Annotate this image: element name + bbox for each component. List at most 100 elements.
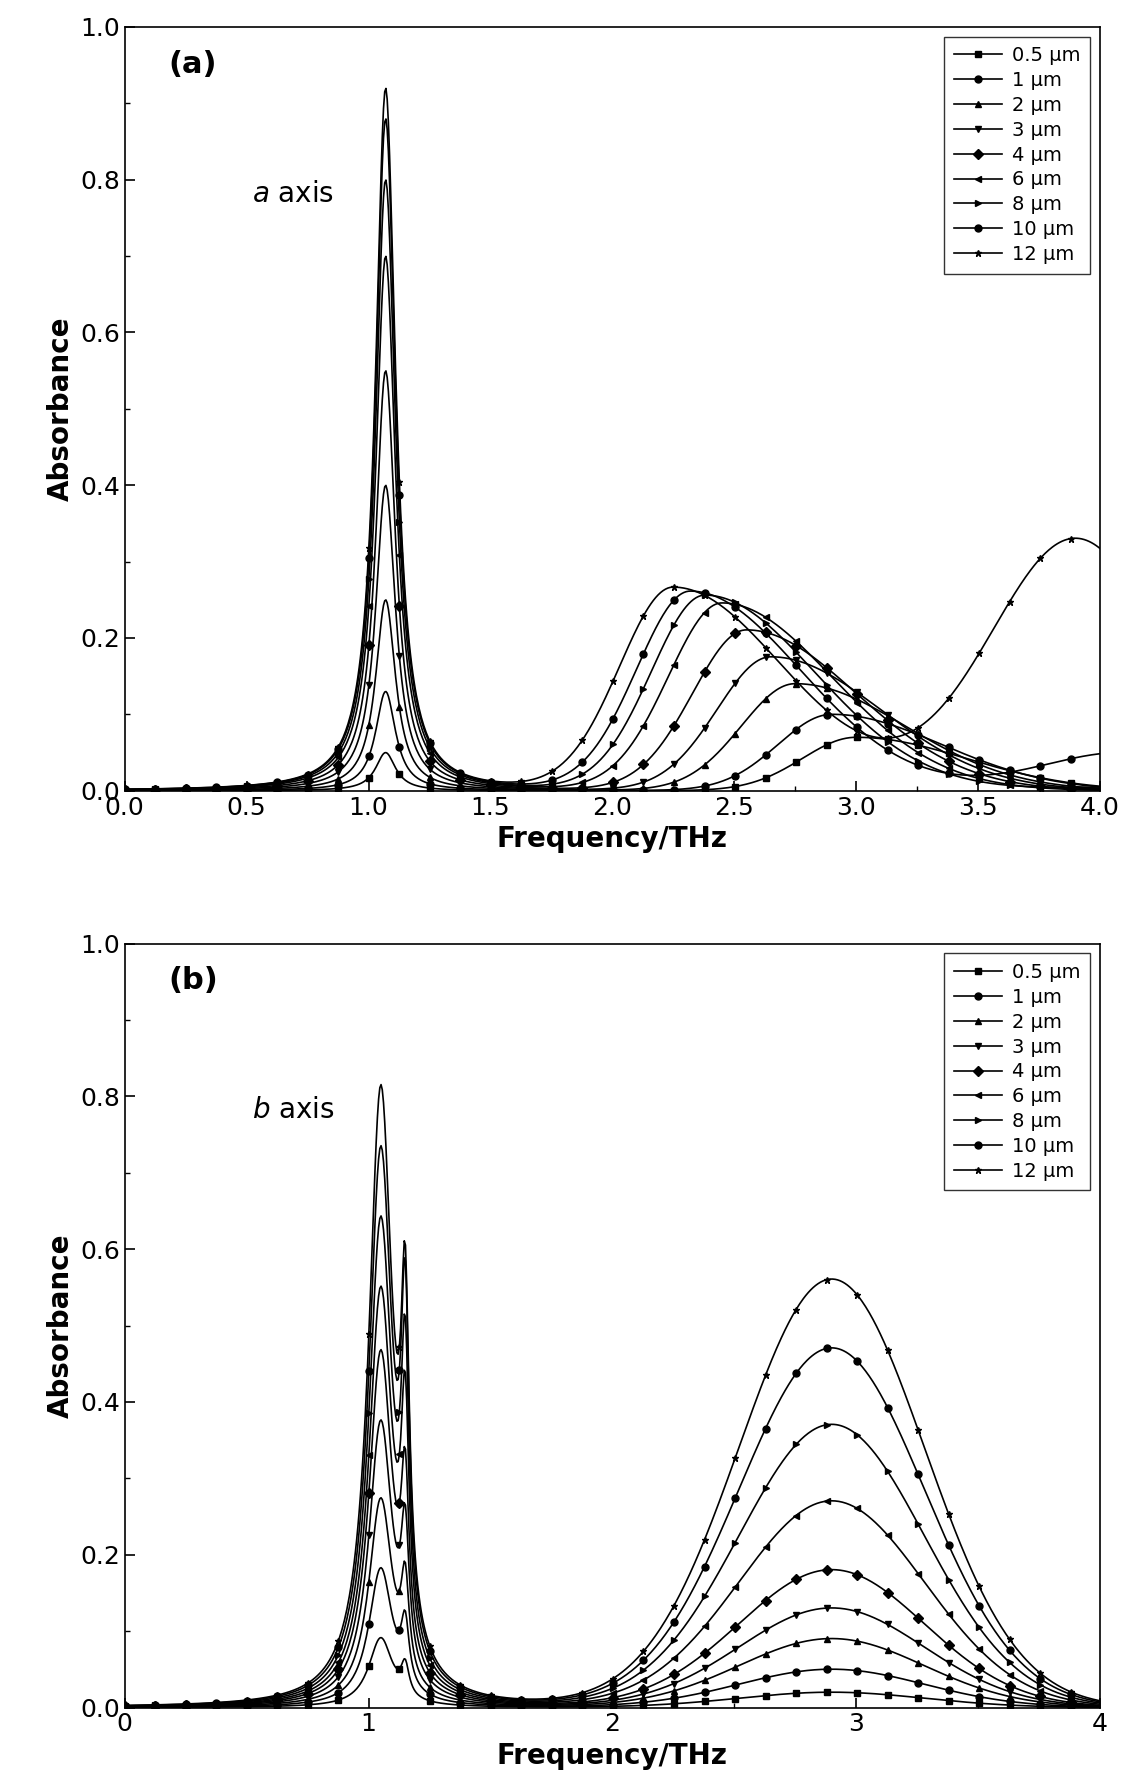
0.5 μm: [858, 1683, 872, 1704]
3 μm: [1093, 1695, 1107, 1716]
0.5 μm: [1093, 776, 1107, 797]
6 μm: [858, 701, 872, 722]
4 μm: [686, 683, 700, 704]
3 μm: [178, 780, 192, 801]
0.5 μm: [959, 1691, 973, 1713]
0.5 μm: [178, 1697, 192, 1718]
2 μm: [858, 1632, 872, 1654]
2 μm: [959, 1672, 973, 1693]
12 μm: [686, 1557, 700, 1579]
8 μm: [959, 767, 973, 789]
4 μm: [1093, 780, 1107, 801]
12 μm: [178, 778, 192, 799]
Line: 12 μm: 12 μm: [121, 86, 1103, 792]
3 μm: [741, 658, 754, 679]
Line: 3 μm: 3 μm: [121, 1416, 1103, 1709]
Line: 2 μm: 2 μm: [121, 1495, 1103, 1711]
4 μm: [858, 690, 872, 712]
6 μm: [1093, 1693, 1107, 1715]
8 μm: [178, 778, 192, 799]
10 μm: [858, 724, 872, 746]
8 μm: [686, 1604, 700, 1625]
Text: (a): (a): [169, 50, 217, 79]
0.5 μm: [849, 726, 863, 747]
6 μm: [178, 778, 192, 799]
2 μm: [178, 780, 192, 801]
3 μm: [711, 697, 725, 719]
0.5 μm: [711, 1690, 725, 1711]
4 μm: [178, 1695, 192, 1716]
3 μm: [178, 1695, 192, 1716]
6 μm: [959, 763, 973, 785]
8 μm: [741, 599, 754, 620]
1 μm: [379, 681, 392, 703]
0.5 μm: [741, 1686, 754, 1708]
Text: $a$ axis: $a$ axis: [252, 179, 333, 207]
Line: 8 μm: 8 μm: [121, 1212, 1103, 1709]
8 μm: [178, 1693, 192, 1715]
6 μm: [741, 597, 754, 619]
1 μm: [374, 1557, 388, 1579]
10 μm: [379, 109, 392, 131]
1 μm: [686, 1684, 700, 1706]
Y-axis label: Absorbance: Absorbance: [46, 1234, 75, 1418]
Text: $b$ axis: $b$ axis: [252, 1096, 335, 1125]
12 μm: [118, 778, 132, 799]
12 μm: [1093, 538, 1107, 560]
3 μm: [858, 1604, 872, 1625]
10 μm: [959, 765, 973, 787]
10 μm: [1093, 744, 1107, 765]
2 μm: [711, 1665, 725, 1686]
10 μm: [1093, 1691, 1107, 1713]
4 μm: [379, 359, 392, 381]
4 μm: [741, 619, 754, 640]
12 μm: [741, 1414, 754, 1436]
2 μm: [1093, 1695, 1107, 1716]
3 μm: [118, 780, 132, 801]
10 μm: [374, 1135, 388, 1157]
2 μm: [379, 590, 392, 611]
Text: (b): (b): [169, 967, 219, 996]
0.5 μm: [374, 1627, 388, 1649]
Line: 1 μm: 1 μm: [121, 1564, 1103, 1711]
2 μm: [711, 742, 725, 763]
3 μm: [686, 1665, 700, 1686]
12 μm: [374, 1075, 388, 1096]
6 μm: [686, 619, 700, 640]
6 μm: [858, 1504, 872, 1525]
0.5 μm: [118, 1697, 132, 1718]
2 μm: [686, 1674, 700, 1695]
10 μm: [711, 1527, 725, 1548]
2 μm: [858, 694, 872, 715]
0.5 μm: [710, 778, 723, 799]
8 μm: [1093, 776, 1107, 797]
2 μm: [178, 1695, 192, 1716]
8 μm: [711, 1563, 725, 1584]
0.5 μm: [959, 747, 973, 769]
4 μm: [741, 1606, 754, 1627]
4 μm: [118, 1695, 132, 1716]
1 μm: [1093, 1697, 1107, 1718]
10 μm: [686, 581, 700, 603]
0.5 μm: [178, 780, 192, 801]
12 μm: [858, 724, 872, 746]
Line: 2 μm: 2 μm: [121, 597, 1103, 794]
4 μm: [118, 780, 132, 801]
0.5 μm: [1093, 1697, 1107, 1718]
X-axis label: Frequency/THz: Frequency/THz: [497, 826, 728, 853]
2 μm: [686, 763, 700, 785]
3 μm: [1093, 778, 1107, 799]
3 μm: [858, 688, 872, 710]
1 μm: [1093, 776, 1107, 797]
8 μm: [1093, 1691, 1107, 1713]
4 μm: [711, 1631, 725, 1652]
1 μm: [959, 1683, 973, 1704]
Line: 6 μm: 6 μm: [121, 252, 1103, 794]
8 μm: [118, 1695, 132, 1716]
10 μm: [118, 1695, 132, 1716]
0.5 μm: [739, 774, 753, 796]
6 μm: [379, 245, 392, 266]
4 μm: [1093, 1695, 1107, 1716]
0.5 μm: [118, 780, 132, 801]
6 μm: [178, 1695, 192, 1716]
